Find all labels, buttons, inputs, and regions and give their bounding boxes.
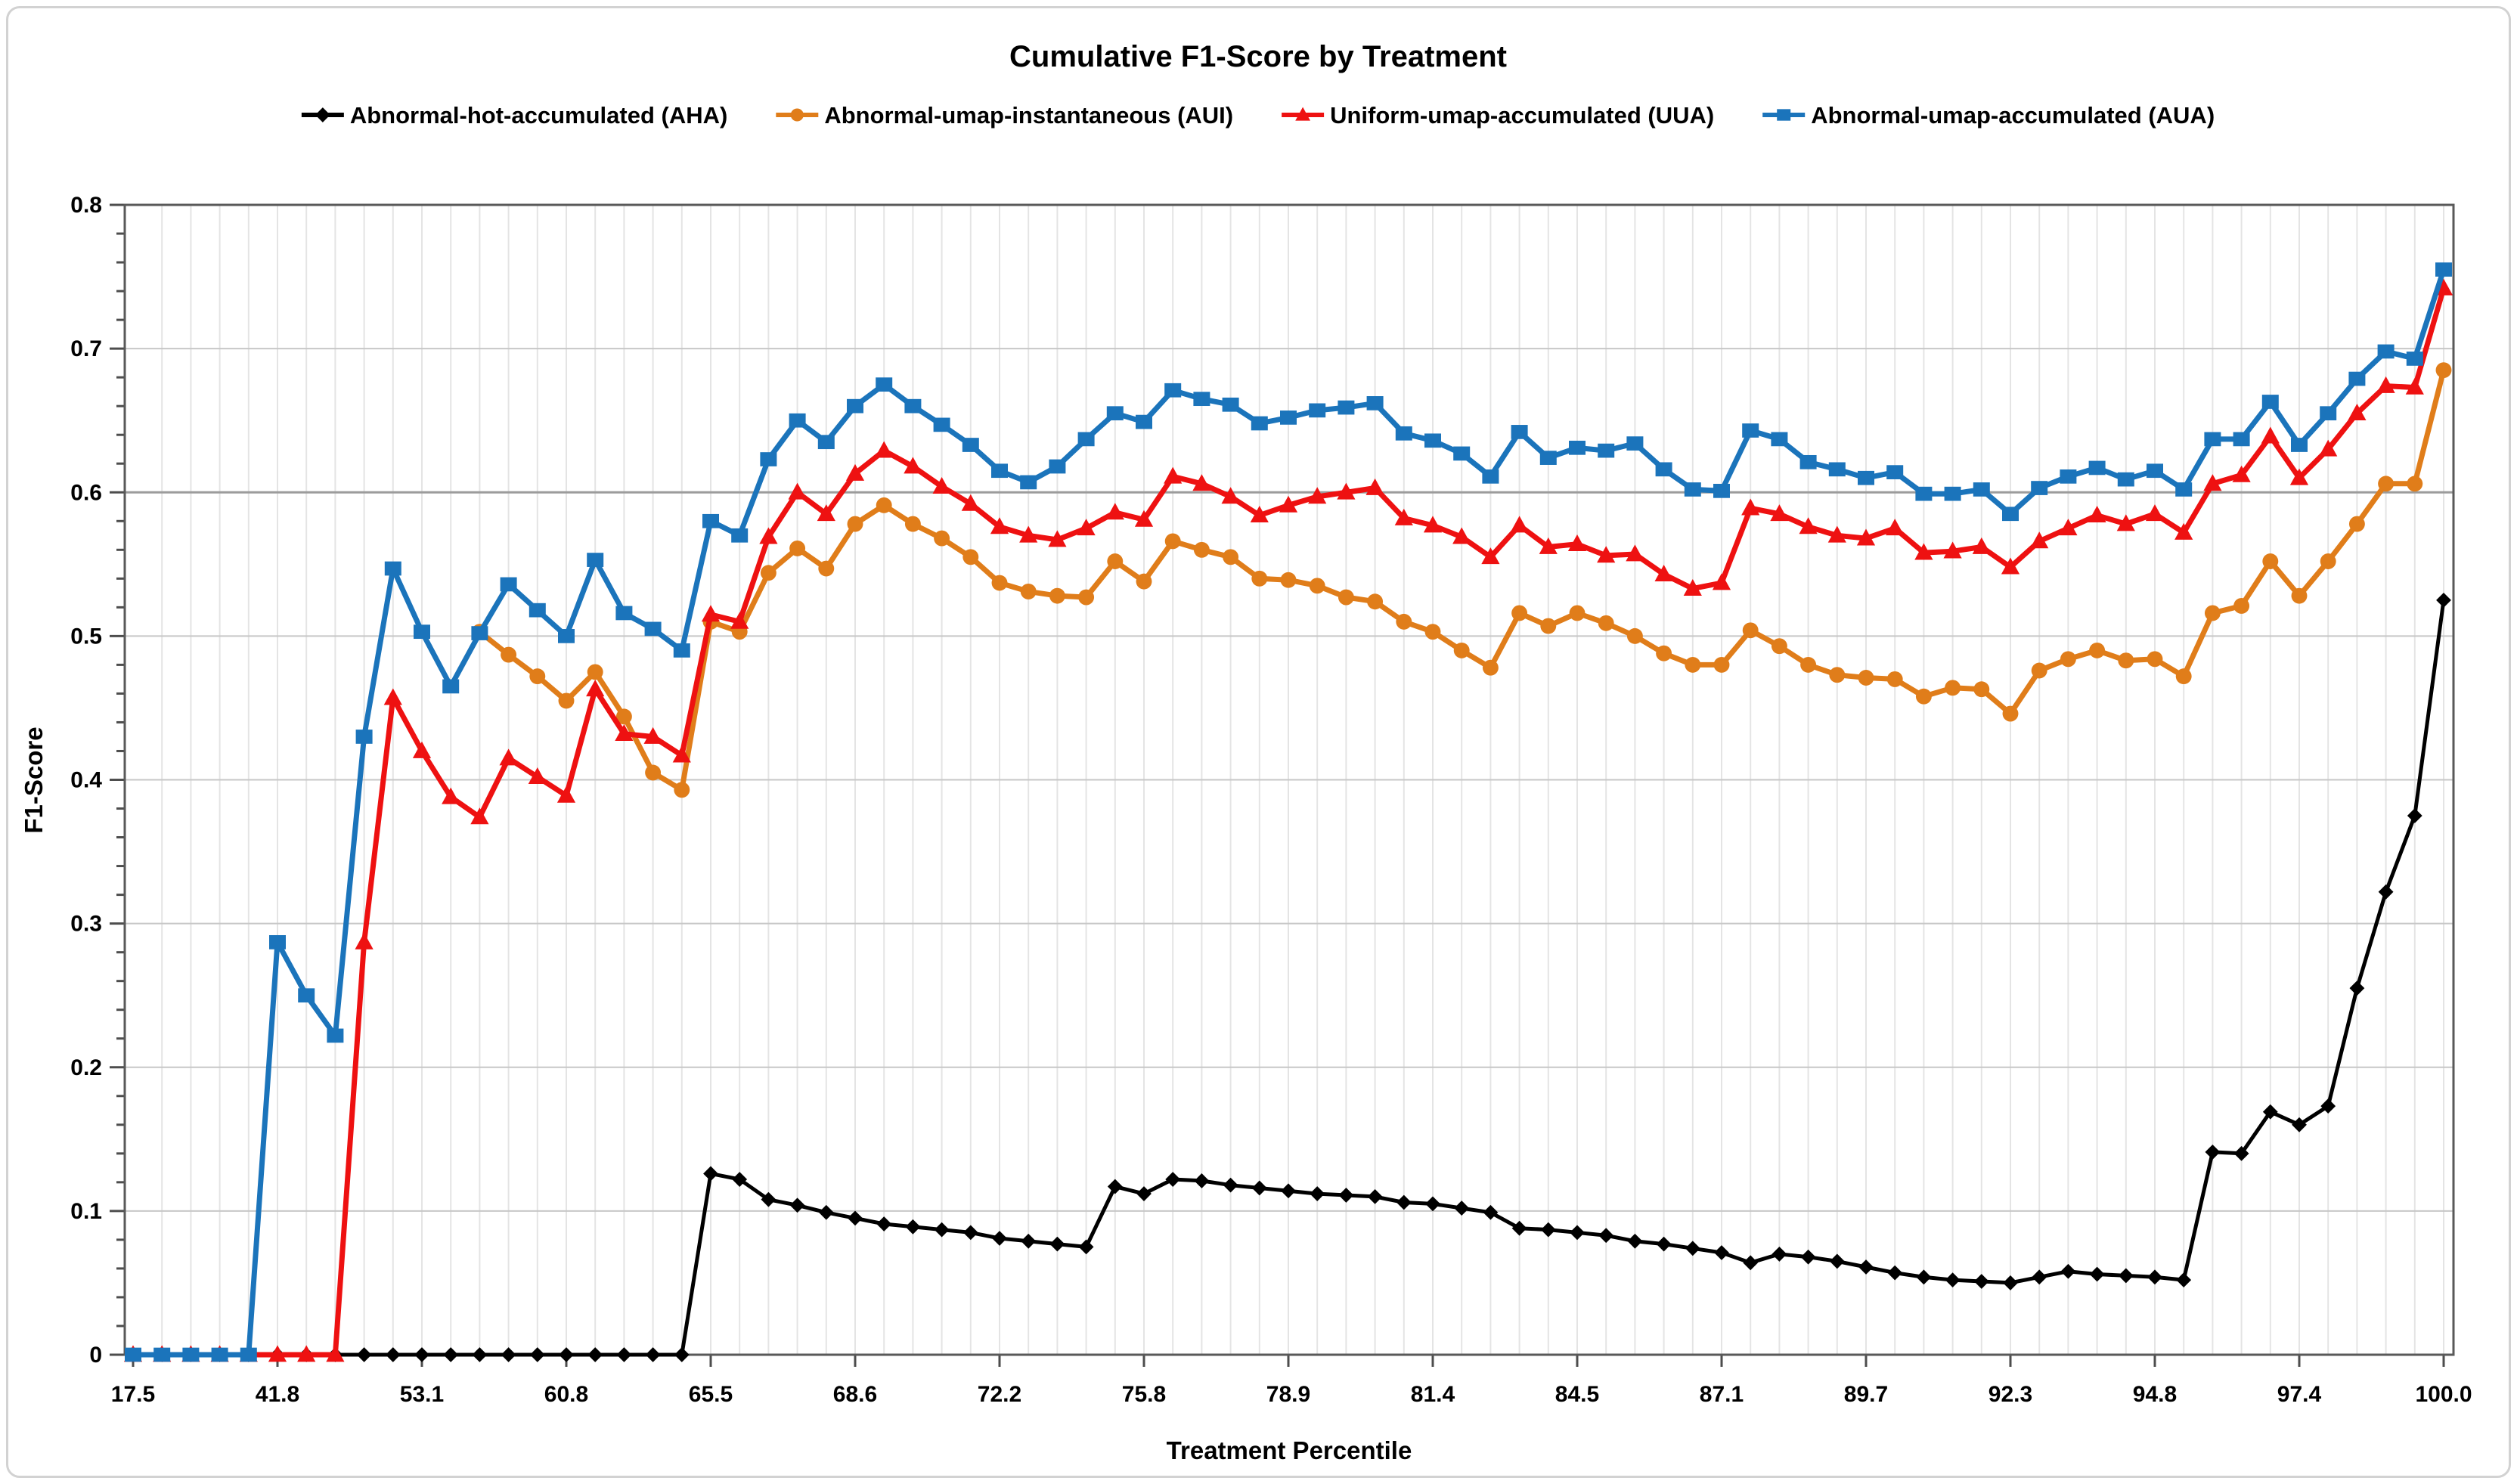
legend: Abnormal-hot-accumulated (AHA) Abnormal-u… bbox=[301, 102, 2215, 129]
x-tick-label: 100.0 bbox=[2415, 1382, 2472, 1407]
y-tick-label: 0.2 bbox=[70, 1055, 102, 1080]
legend-label: Uniform-umap-accumulated (UUA) bbox=[1330, 102, 1714, 129]
series-AUI bbox=[471, 362, 2452, 798]
legend-label: Abnormal-umap-instantaneous (AUI) bbox=[824, 102, 1233, 129]
series-AUA bbox=[125, 262, 2452, 1362]
x-tick-label: 75.8 bbox=[1122, 1382, 1166, 1407]
y-tick-label: 0.1 bbox=[70, 1199, 102, 1224]
y-axis-title: F1-Score bbox=[20, 727, 48, 833]
chart-title: Cumulative F1-Score by Treatment bbox=[1009, 40, 1507, 73]
x-tick-label: 97.4 bbox=[2277, 1382, 2322, 1407]
x-axis-title: Treatment Percentile bbox=[1167, 1436, 1412, 1464]
x-tick-label: 53.1 bbox=[400, 1382, 444, 1407]
y-tick-label: 0.7 bbox=[70, 336, 102, 361]
y-tick-label: 0.4 bbox=[70, 768, 102, 793]
legend-item-AUI: Abnormal-umap-instantaneous (AUI) bbox=[776, 102, 1233, 129]
legend-item-UUA: Uniform-umap-accumulated (UUA) bbox=[1282, 102, 1714, 129]
y-tick-label: 0.3 bbox=[70, 912, 102, 937]
x-tick-label: 87.1 bbox=[1700, 1382, 1744, 1407]
x-tick-label: 60.8 bbox=[544, 1382, 588, 1407]
x-tick-label: 89.7 bbox=[1844, 1382, 1888, 1407]
legend-label: Abnormal-hot-accumulated (AHA) bbox=[350, 102, 727, 129]
y-tick-label: 0.6 bbox=[70, 480, 102, 505]
x-tick-label: 17.5 bbox=[111, 1382, 155, 1407]
x-tick-label: 84.5 bbox=[1555, 1382, 1599, 1407]
legend-item-AHA: Abnormal-hot-accumulated (AHA) bbox=[301, 102, 727, 129]
y-tick-label: 0 bbox=[89, 1343, 102, 1368]
plot-area: 0 0.1 0.2 0.3 0.4 0.5 0.6 0.7 0.8 17.5 41.8 53.1 60.… bbox=[70, 193, 2472, 1407]
plot-border bbox=[123, 203, 2455, 1356]
card-border bbox=[6, 6, 2511, 1478]
x-tick-label: 78.9 bbox=[1266, 1382, 1310, 1407]
x-tick-label: 68.6 bbox=[833, 1382, 877, 1407]
x-tick-label: 41.8 bbox=[256, 1382, 299, 1407]
x-tick-label: 81.4 bbox=[1411, 1382, 1455, 1407]
x-tick-label: 65.5 bbox=[689, 1382, 733, 1407]
x-tick-label: 72.2 bbox=[978, 1382, 1021, 1407]
x-tick-label: 94.8 bbox=[2133, 1382, 2177, 1407]
legend-item-AUA: Abnormal-umap-accumulated (AUA) bbox=[1762, 102, 2215, 129]
x-tick-label: 92.3 bbox=[1988, 1382, 2032, 1407]
y-tick-label: 0.8 bbox=[70, 193, 102, 218]
y-tick-label: 0.5 bbox=[70, 624, 102, 649]
legend-label: Abnormal-umap-accumulated (AUA) bbox=[1811, 102, 2215, 129]
